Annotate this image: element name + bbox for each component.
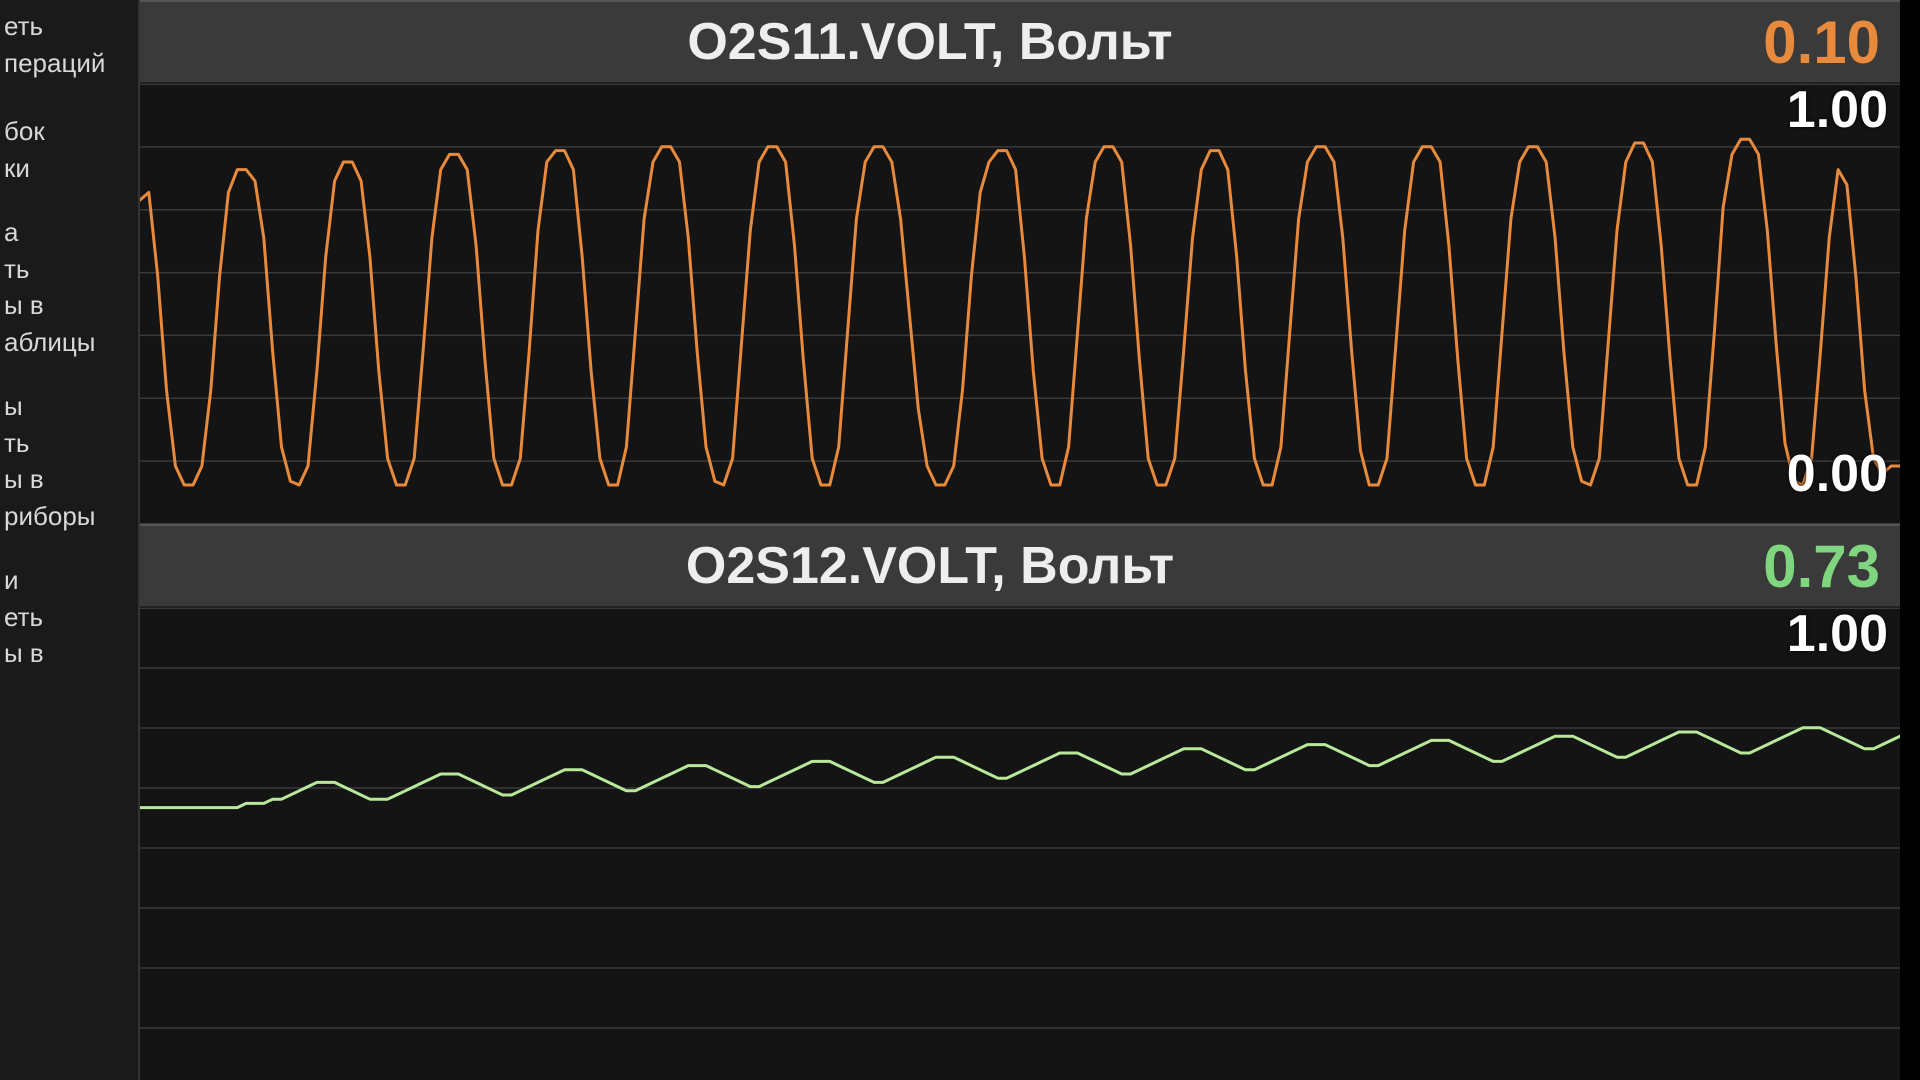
chart-svg (140, 608, 1900, 1080)
sidebar-item[interactable]: ы в (4, 461, 138, 498)
sidebar-item[interactable]: а (4, 214, 138, 251)
chart-o2s11[interactable]: 1.000.00 (140, 84, 1900, 524)
panel-header: O2S11.VOLT, Вольт0.10 (140, 0, 1900, 84)
chart-series-line (140, 728, 1900, 808)
app-root: етьперацийбоккиатьы ваблицыытьы вриборыи… (0, 0, 1920, 1080)
sensor-panel-o2s12: O2S12.VOLT, Вольт0.731.00 (140, 524, 1900, 1080)
sidebar-item[interactable]: ки (4, 150, 138, 187)
y-axis-max-label: 1.00 (1787, 604, 1888, 664)
sidebar-group: атьы ваблицы (0, 214, 138, 360)
sidebar-item[interactable]: ы (4, 388, 138, 425)
sidebar-group: ытьы вриборы (0, 388, 138, 534)
sidebar-item[interactable]: риборы (4, 498, 138, 535)
panel-current-value: 0.73 (1720, 532, 1880, 601)
y-axis-min-label: 0.00 (1787, 444, 1888, 504)
sidebar-item[interactable]: ы в (4, 287, 138, 324)
sidebar-item[interactable]: бок (4, 113, 138, 150)
chart-series-line (140, 139, 1900, 485)
sidebar: етьперацийбоккиатьы ваблицыытьы вриборыи… (0, 0, 140, 1080)
chart-o2s12[interactable]: 1.00 (140, 608, 1900, 1080)
sidebar-item[interactable]: и (4, 562, 138, 599)
sidebar-item[interactable]: пераций (4, 45, 138, 82)
sidebar-item[interactable]: ть (4, 425, 138, 462)
chart-svg (140, 84, 1900, 524)
panel-title: O2S12.VOLT, Вольт (140, 536, 1720, 596)
sidebar-item[interactable]: ы в (4, 635, 138, 672)
y-axis-max-label: 1.00 (1787, 80, 1888, 140)
sidebar-item[interactable]: еть (4, 8, 138, 45)
panel-header: O2S12.VOLT, Вольт0.73 (140, 524, 1900, 608)
main-panel-area: O2S11.VOLT, Вольт0.101.000.00O2S12.VOLT,… (140, 0, 1920, 1080)
panel-current-value: 0.10 (1720, 8, 1880, 77)
sidebar-item[interactable]: аблицы (4, 324, 138, 361)
sidebar-item[interactable]: еть (4, 599, 138, 636)
sidebar-group: бокки (0, 109, 138, 186)
sensor-panel-o2s11: O2S11.VOLT, Вольт0.101.000.00 (140, 0, 1900, 524)
panel-title: O2S11.VOLT, Вольт (140, 12, 1720, 72)
sidebar-group: етьпераций (0, 8, 138, 81)
sidebar-item[interactable]: ть (4, 251, 138, 288)
sidebar-group: иетьы в (0, 562, 138, 672)
